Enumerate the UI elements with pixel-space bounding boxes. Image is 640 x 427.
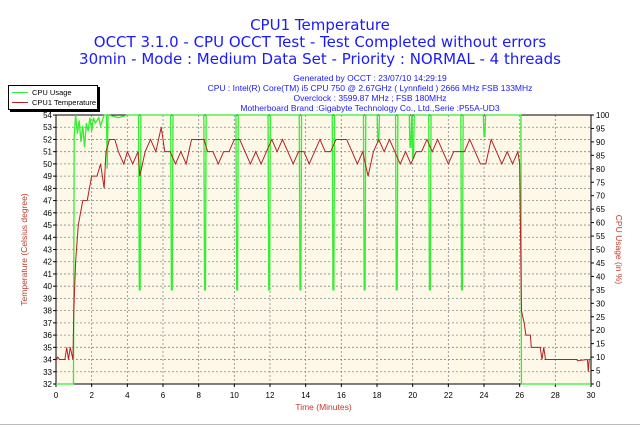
cpu-usage-line [56,114,591,385]
info-overclock: Overclock : 3599.87 MHz ; FSB 180MHz [293,93,447,103]
y-tick-label: 33 [43,368,52,377]
legend-swatch-cpu-usage [12,91,28,93]
x-tick-label: 20 [408,391,417,400]
y-tick-label: 54 [43,111,52,120]
y2-tick-label: 0 [596,380,601,389]
x-tick-label: 26 [515,391,524,400]
y-tick-label: 51 [43,148,52,157]
y2-tick-label: 30 [596,299,605,308]
y-tick-label: 52 [43,135,52,144]
y2-tick-label: 5 [596,367,601,376]
x-tick-label: 22 [444,391,453,400]
y2-tick-label: 75 [596,178,605,187]
y-tick-label: 38 [43,307,52,316]
x-tick-label: 0 [54,391,59,400]
y-tick-label: 35 [43,343,52,352]
y-tick-label: 45 [43,221,52,230]
y2-tick-label: 100 [596,111,610,120]
y-tick-label: 48 [43,184,52,193]
x-tick-label: 24 [480,391,489,400]
x-tick-label: 12 [266,391,275,400]
x-axis-label: Time (Minutes) [295,402,352,412]
y-tick-label: 43 [43,246,52,255]
y-tick-label: 53 [43,123,52,132]
y2-tick-label: 95 [596,124,605,133]
y-tick-label: 50 [43,160,52,169]
x-tick-label: 30 [587,391,596,400]
x-tick-label: 18 [373,391,382,400]
y2-tick-label: 15 [596,340,605,349]
x-tick-label: 28 [551,391,560,400]
y2-tick-label: 65 [596,205,605,214]
y-tick-label: 47 [43,197,52,206]
legend-swatch-temperature [12,101,28,103]
y2-tick-label: 25 [596,313,605,322]
y2-tick-label: 50 [596,246,605,255]
info-cpu: CPU : Intel(R) Core(TM) i5 CPU 750 @ 2.6… [207,83,533,93]
y2-tick-label: 85 [596,151,605,160]
y2-tick-label: 35 [596,286,605,295]
legend: CPU Usage CPU1 Temperature [8,85,98,110]
y2-tick-label: 90 [596,138,605,147]
y-axis-label: Temperature (Celsius degree) [19,193,29,306]
divider [0,424,640,425]
x-tick-label: 8 [196,391,201,400]
legend-label: CPU Usage [32,87,72,97]
x-tick-label: 6 [161,391,166,400]
y2-tick-label: 40 [596,272,605,281]
x-tick-label: 10 [230,391,239,400]
y-tick-label: 32 [43,380,52,389]
info-generated: Generated by OCCT : 23/07/10 14:29:19 [293,73,447,83]
legend-item-cpu-usage: CPU Usage [12,87,72,97]
y-tick-label: 34 [43,356,52,365]
x-tick-label: 14 [301,391,310,400]
y2-axis-label: CPU Usage (in %) [614,215,624,285]
y-tick-label: 46 [43,209,52,218]
y2-tick-label: 80 [596,165,605,174]
x-tick-label: 4 [125,391,130,400]
x-tick-label: 16 [337,391,346,400]
y-tick-label: 40 [43,282,52,291]
y2-tick-label: 55 [596,232,605,241]
y2-tick-label: 45 [596,259,605,268]
y2-tick-label: 60 [596,219,605,228]
y-tick-label: 49 [43,172,52,181]
x-tick-label: 2 [89,391,94,400]
y2-tick-label: 10 [596,353,605,362]
info-motherboard: Motherboard Brand :Gigabyte Technology C… [240,103,500,113]
y-tick-label: 44 [43,233,52,242]
y-tick-label: 39 [43,294,52,303]
legend-item-temperature: CPU1 Temperature [12,97,96,107]
chart-title: CPU1 Temperature [250,16,390,34]
y2-tick-label: 70 [596,192,605,201]
chart-subtitle-2: 30min - Mode : Medium Data Set - Priorit… [79,50,561,68]
y-tick-label: 37 [43,319,52,328]
y2-tick-label: 20 [596,326,605,335]
chart-subtitle-1: OCCT 3.1.0 - CPU OCCT Test - Test Comple… [93,33,547,51]
y-tick-label: 41 [43,270,52,279]
y-tick-label: 36 [43,331,52,340]
y-tick-label: 42 [43,258,52,267]
temperature-line [55,127,591,372]
legend-label: CPU1 Temperature [32,97,97,107]
